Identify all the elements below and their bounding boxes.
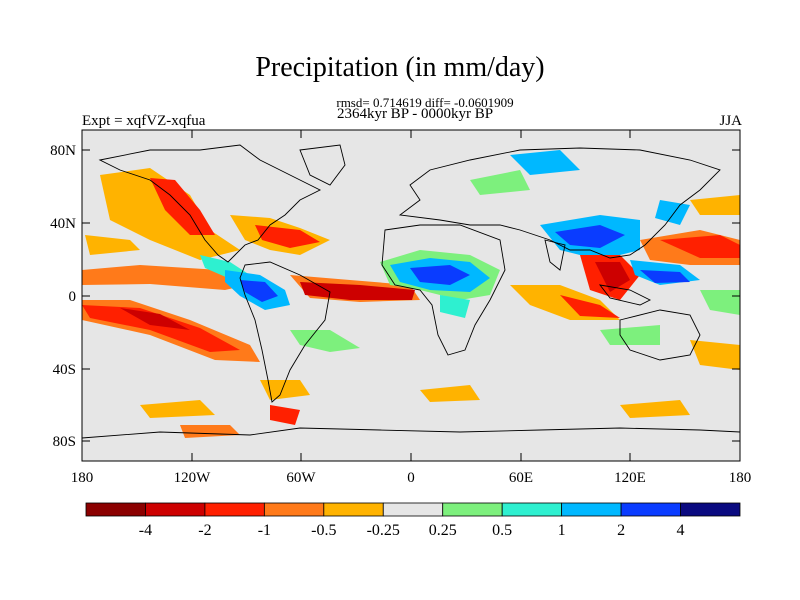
anomaly-siberia-wet (510, 150, 580, 175)
lat-label-40s: 40S (53, 362, 76, 378)
anomaly-eurasia-wet (470, 170, 530, 195)
north-america-coast (98, 144, 322, 263)
anomaly-congo-wet (440, 295, 470, 318)
colorbar: -4 -2 -1 -0.5 -0.25 0.25 0.5 1 2 4 (85, 502, 741, 539)
indonesia-coast (598, 284, 652, 306)
anomaly-southern-ocean-a (420, 385, 480, 402)
colorbar-label: 1 (558, 522, 566, 539)
colorbar-swatch (501, 502, 563, 517)
anomaly-southern-ocean-b (620, 400, 690, 418)
anomaly-caribbean (255, 225, 320, 248)
time-period-subtitle: 2364kyr BP - 0000kyr BP (336, 106, 494, 122)
colorbar-label: -1 (258, 522, 271, 539)
anomaly-west-pacific (660, 235, 740, 258)
lon-label-60w: 60W (286, 470, 316, 486)
anomaly-south-pacific (82, 305, 240, 352)
colorbar-swatch (561, 502, 622, 517)
anomaly-drake (270, 405, 300, 425)
colorbar-swatch (442, 502, 503, 517)
lon-ticks (81, 130, 741, 461)
greenland-coast (299, 144, 346, 186)
colorbar-swatch (145, 502, 206, 517)
anomaly-south-asia (555, 225, 625, 248)
figure-title: Precipitation (in mm/day) (255, 52, 545, 83)
lat-label-80s: 80S (53, 434, 76, 450)
lon-label-120e: 120E (614, 470, 646, 486)
antarctica-coast (82, 427, 740, 439)
anomaly-south-pacific-core (120, 308, 190, 330)
colorbar-swatch (204, 502, 265, 517)
anomaly-japan-wet (655, 200, 690, 225)
anomaly-central-pacific (85, 235, 140, 255)
anomaly-southern-indian-wet (600, 325, 660, 345)
colorbar-label: -4 (139, 522, 152, 539)
lon-label-120w: 120W (174, 470, 212, 486)
anomaly-indian-ocean (560, 295, 620, 318)
anomaly-sahel-core (410, 265, 470, 285)
anomaly-antarctic-coast (180, 425, 240, 438)
anomaly-north-west-pacific (690, 195, 740, 215)
rmsd-diff-stats: rmsd= 0.714619 diff= -0.0601909 (336, 95, 514, 110)
colorbar-swatch (620, 502, 681, 517)
anomaly-indochina-core (595, 262, 630, 292)
colorbar-swatch (680, 502, 741, 517)
africa-coast (381, 224, 506, 356)
colorbar-label: -0.5 (311, 522, 336, 539)
colorbar-label: 0.5 (492, 522, 512, 539)
colorbar-label: 2 (617, 522, 625, 539)
experiment-label: Expt = xqfVZ-xqfua (82, 113, 206, 129)
anomaly-patagonia (260, 380, 310, 400)
colorbar-label: 4 (677, 522, 685, 539)
anomaly-southern-ocean-c (140, 400, 215, 418)
australia-coast (619, 309, 701, 361)
anomaly-colombia-wet (240, 280, 278, 302)
colorbar-swatch (85, 502, 146, 517)
india-coast (544, 239, 566, 271)
south-america-coast (239, 261, 331, 403)
anomaly-tasman (690, 340, 740, 370)
lon-label-0: 0 (407, 470, 415, 486)
eurasia-coast (398, 147, 721, 259)
colorbar-swatch (263, 502, 325, 517)
anomaly-south-atlantic-wet (290, 330, 360, 352)
lat-label-40n: 40N (50, 216, 76, 232)
lat-label-0: 0 (69, 289, 77, 305)
lon-label-60e: 60E (509, 470, 533, 486)
colorbar-label: -2 (198, 522, 211, 539)
lon-label-180w: 180 (71, 470, 94, 486)
colorbar-label: -0.25 (367, 522, 400, 539)
lat-label-80n: 80N (50, 143, 76, 159)
coastlines (82, 144, 740, 439)
colorbar-label: 0.25 (429, 522, 457, 539)
anomaly-fields (82, 150, 740, 438)
lat-ticks (82, 149, 740, 442)
lon-label-180e: 180 (729, 470, 752, 486)
colorbar-swatch (382, 502, 444, 517)
colorbar-swatch (323, 502, 384, 517)
anomaly-philippine-sea-core (640, 270, 690, 283)
anomaly-atlantic-itcz (300, 282, 415, 300)
season-label: JJA (719, 113, 742, 129)
anomaly-south-pacific-wet (700, 290, 740, 315)
